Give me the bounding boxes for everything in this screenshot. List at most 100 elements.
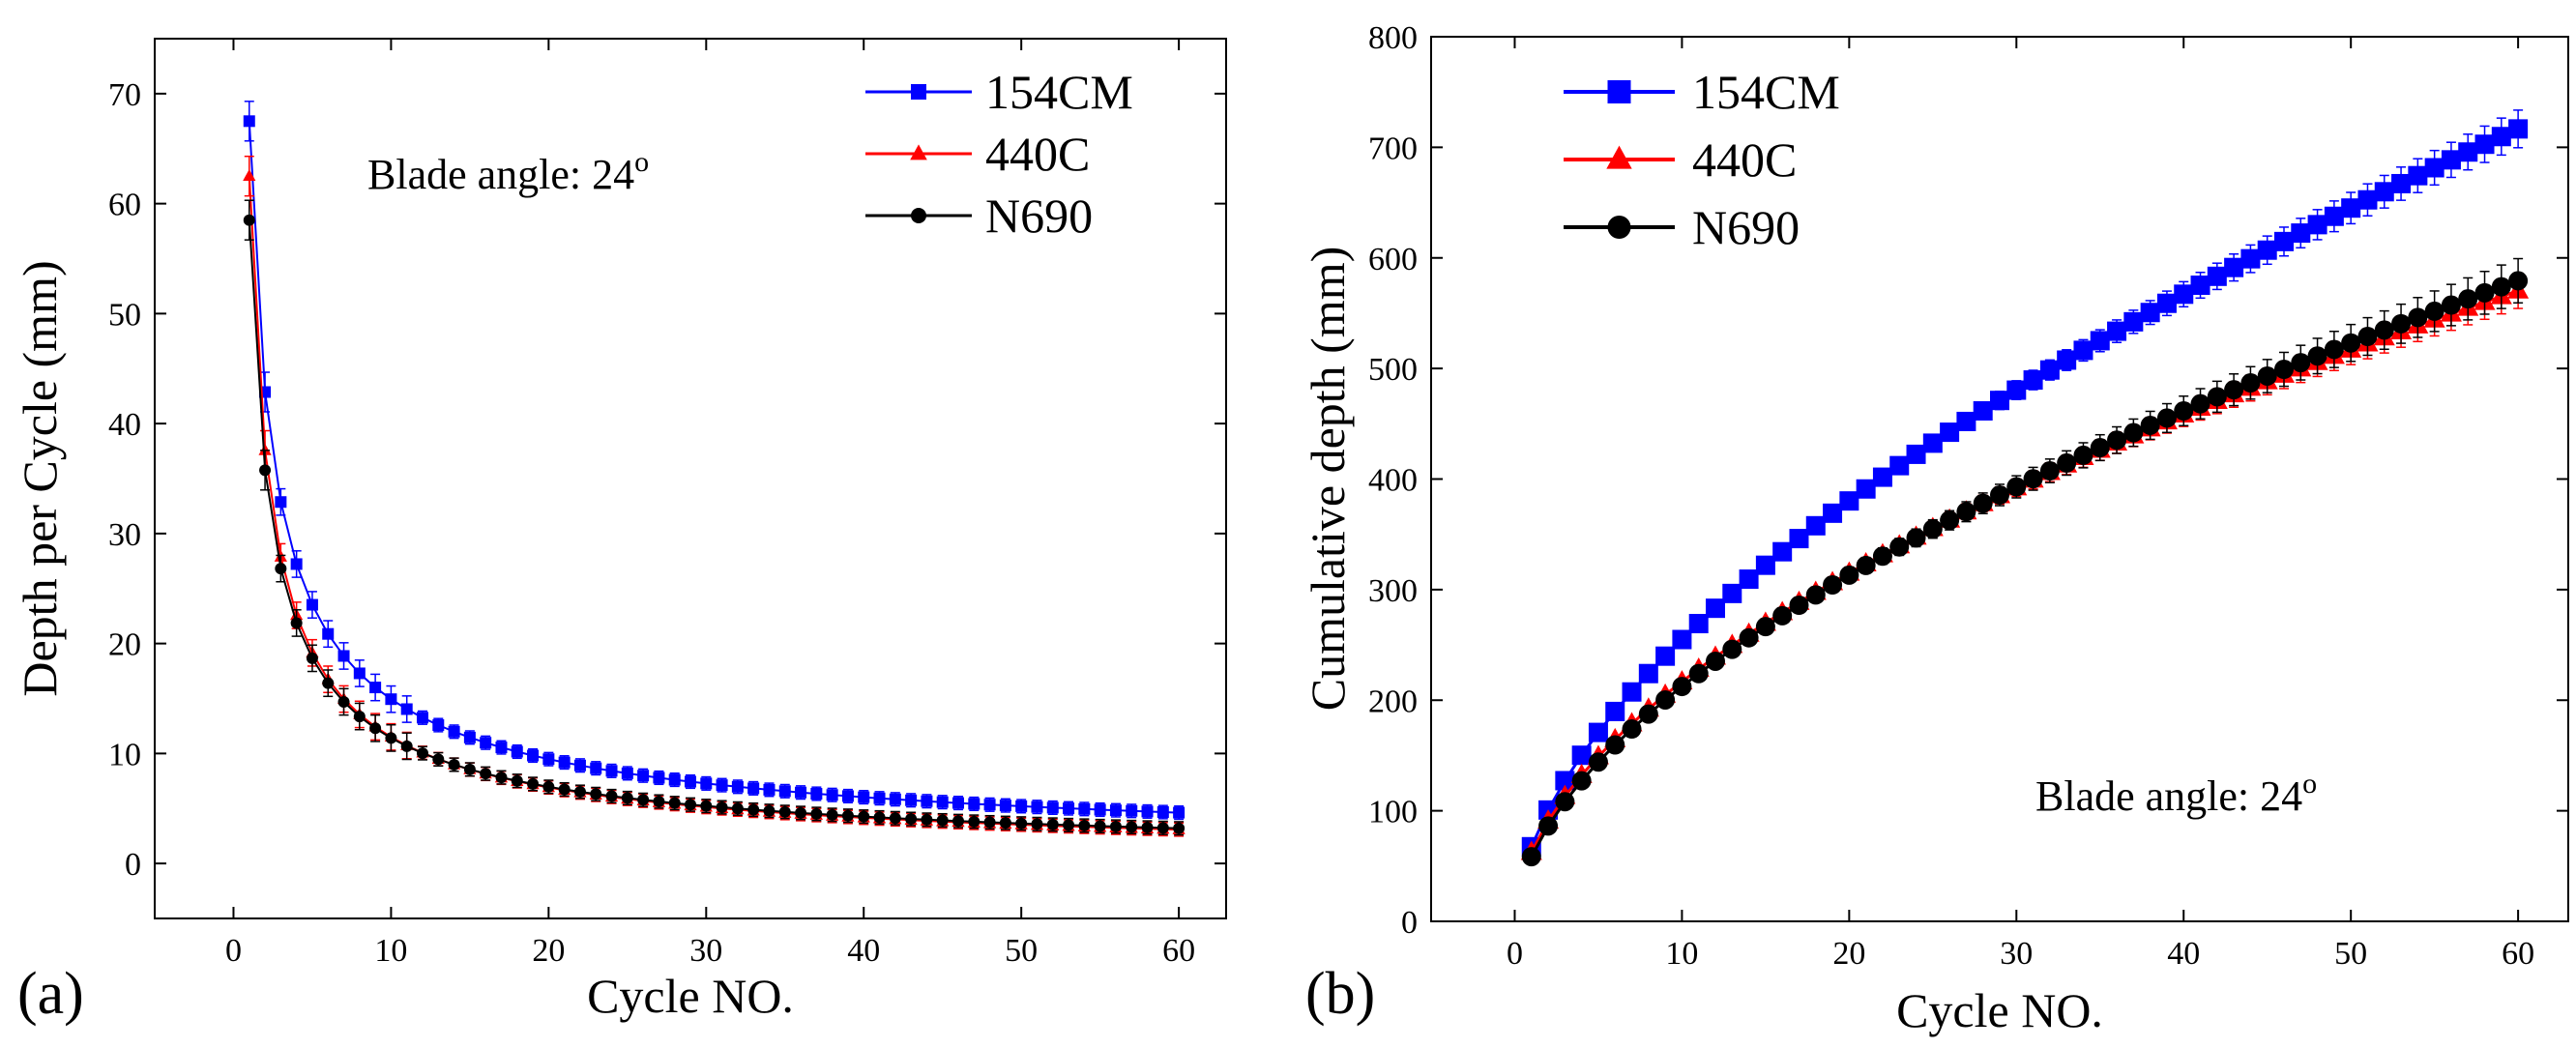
panel-a-point-154CM [306, 598, 318, 611]
panel-a-point-N690 [400, 740, 413, 752]
panel-b-point-N690 [1940, 510, 1960, 531]
panel-a-point-154CM [999, 800, 1011, 812]
panel-b-point-N690 [2508, 271, 2529, 291]
panel-b-point-154CM [2090, 331, 2110, 351]
panel-b-point-N690 [1906, 528, 1926, 548]
panel-a-point-N690 [275, 563, 287, 575]
panel-b-point-N690 [1805, 585, 1826, 605]
panel-b-legend-label: 440C [1692, 132, 1797, 187]
panel-a-point-N690 [873, 811, 886, 824]
panel-a-point-N690 [1141, 821, 1154, 833]
panel-a-point-N690 [290, 617, 303, 629]
panel-b-point-N690 [2207, 387, 2227, 407]
panel-b-label: (b) [1305, 961, 1375, 1027]
panel-a-x-tick-label: 40 [847, 933, 880, 969]
panel-a-point-N690 [763, 804, 776, 817]
panel-a-point-N690 [1063, 819, 1075, 831]
panel-b-point-N690 [2174, 400, 2194, 421]
panel-b-point-154CM [2023, 370, 2043, 391]
panel-b-point-154CM [1655, 646, 1676, 666]
panel-b-y-tick-label: 0 [1401, 905, 1418, 941]
panel-b-point-N690 [2424, 301, 2444, 321]
panel-a-point-N690 [463, 763, 476, 775]
panel-a-point-154CM [337, 650, 350, 662]
panel-a-point-154CM [747, 782, 760, 795]
panel-a-point-154CM [731, 780, 744, 793]
panel-b-point-154CM [1823, 503, 1843, 523]
panel-b-legend-item-N690: N690 [1564, 200, 1800, 254]
panel-b-point-N690 [1706, 651, 1725, 671]
panel-a-point-N690 [1156, 822, 1169, 834]
panel-a-point-N690 [716, 801, 728, 814]
panel-a-point-N690 [983, 816, 996, 829]
panel-a-point-N690 [353, 711, 366, 723]
panel-a-point-154CM [983, 799, 996, 811]
panel-a-point-154CM [1094, 803, 1106, 816]
panel-b-y-tick-label: 400 [1368, 463, 1418, 499]
panel-a-point-N690 [1094, 820, 1106, 832]
panel-b-series-N690 [1521, 257, 2529, 867]
panel-a-point-154CM [795, 786, 807, 799]
panel-a-point-154CM [1015, 800, 1028, 812]
panel-b-point-154CM [1906, 444, 1926, 464]
panel-b-point-N690 [1688, 663, 1709, 684]
panel-a-point-N690 [542, 780, 555, 793]
panel-b-legend-marker [1606, 145, 1632, 169]
panel-b-point-154CM [2257, 240, 2277, 260]
panel-b-point-N690 [1722, 639, 1742, 659]
panel-b-point-154CM [1622, 682, 1642, 702]
panel-a-legend-marker [911, 84, 926, 100]
panel-b-legend-item-154CM: 154CM [1564, 65, 1840, 119]
panel-b-point-154CM [2324, 206, 2344, 226]
panel-a-point-154CM [621, 767, 633, 779]
panel-a-y-tick-label: 20 [108, 627, 141, 663]
panel-b-point-N690 [2307, 346, 2327, 366]
panel-a-point-154CM [1078, 802, 1091, 815]
panel-a-point-154CM [685, 775, 696, 788]
panel-a-point-154CM [1126, 804, 1138, 817]
panel-b-point-N690 [2474, 282, 2495, 303]
panel-a-point-N690 [653, 796, 665, 808]
panel-a-legend-item-N690: N690 [865, 189, 1093, 243]
panel-a-y-tick-label: 30 [108, 517, 141, 553]
panel-b-point-N690 [1922, 519, 1943, 539]
panel-a-point-N690 [306, 652, 318, 664]
panel-a-point-154CM [1109, 804, 1122, 817]
panel-b-point-N690 [1823, 574, 1843, 595]
panel-a-point-154CM [590, 762, 602, 774]
panel-b-point-154CM [1856, 479, 1876, 499]
panel-b-point-154CM [1688, 614, 1709, 634]
panel-b-annotation-text: Blade angle: 24 [2035, 772, 2302, 820]
panel-b-point-154CM [1805, 515, 1826, 536]
panel-a-point-154CM [353, 667, 366, 680]
panel-a-point-154CM [905, 794, 918, 806]
panel-a-point-154CM [921, 795, 933, 807]
panel-b-point-154CM [1672, 629, 1692, 650]
panel-a-point-N690 [826, 808, 838, 821]
panel-b-point-N690 [2341, 333, 2361, 353]
panel-a-y-tick-label: 0 [125, 847, 141, 883]
panel-a-legend-label: 154CM [985, 65, 1133, 119]
panel-a-point-N690 [259, 464, 272, 477]
panel-a-point-N690 [1015, 817, 1028, 830]
panel-b-x-tick-label: 40 [2167, 936, 2200, 972]
panel-a-point-N690 [621, 792, 633, 804]
panel-a-point-154CM [275, 496, 287, 509]
panel-a-point-154CM [637, 770, 650, 782]
panel-a-point-154CM [495, 742, 508, 754]
panel-a-legend-label: N690 [985, 189, 1093, 243]
panel-a-x-tick-label: 60 [1162, 933, 1195, 969]
panel-a-y-tick-label: 40 [108, 407, 141, 443]
panel-a-point-N690 [795, 806, 807, 819]
panel-b-point-N690 [1622, 719, 1642, 740]
panel-b-legend-item-440C: 440C [1564, 132, 1797, 187]
panel-a-legend-marker [911, 208, 926, 223]
panel-a-series-154CM [243, 101, 1186, 821]
panel-b-point-154CM [2391, 173, 2412, 193]
panel-b-point-154CM [1940, 422, 1960, 443]
panel-b-point-154CM [1990, 391, 2009, 411]
panel-a-point-N690 [495, 771, 508, 784]
panel-b-point-N690 [2240, 373, 2261, 393]
